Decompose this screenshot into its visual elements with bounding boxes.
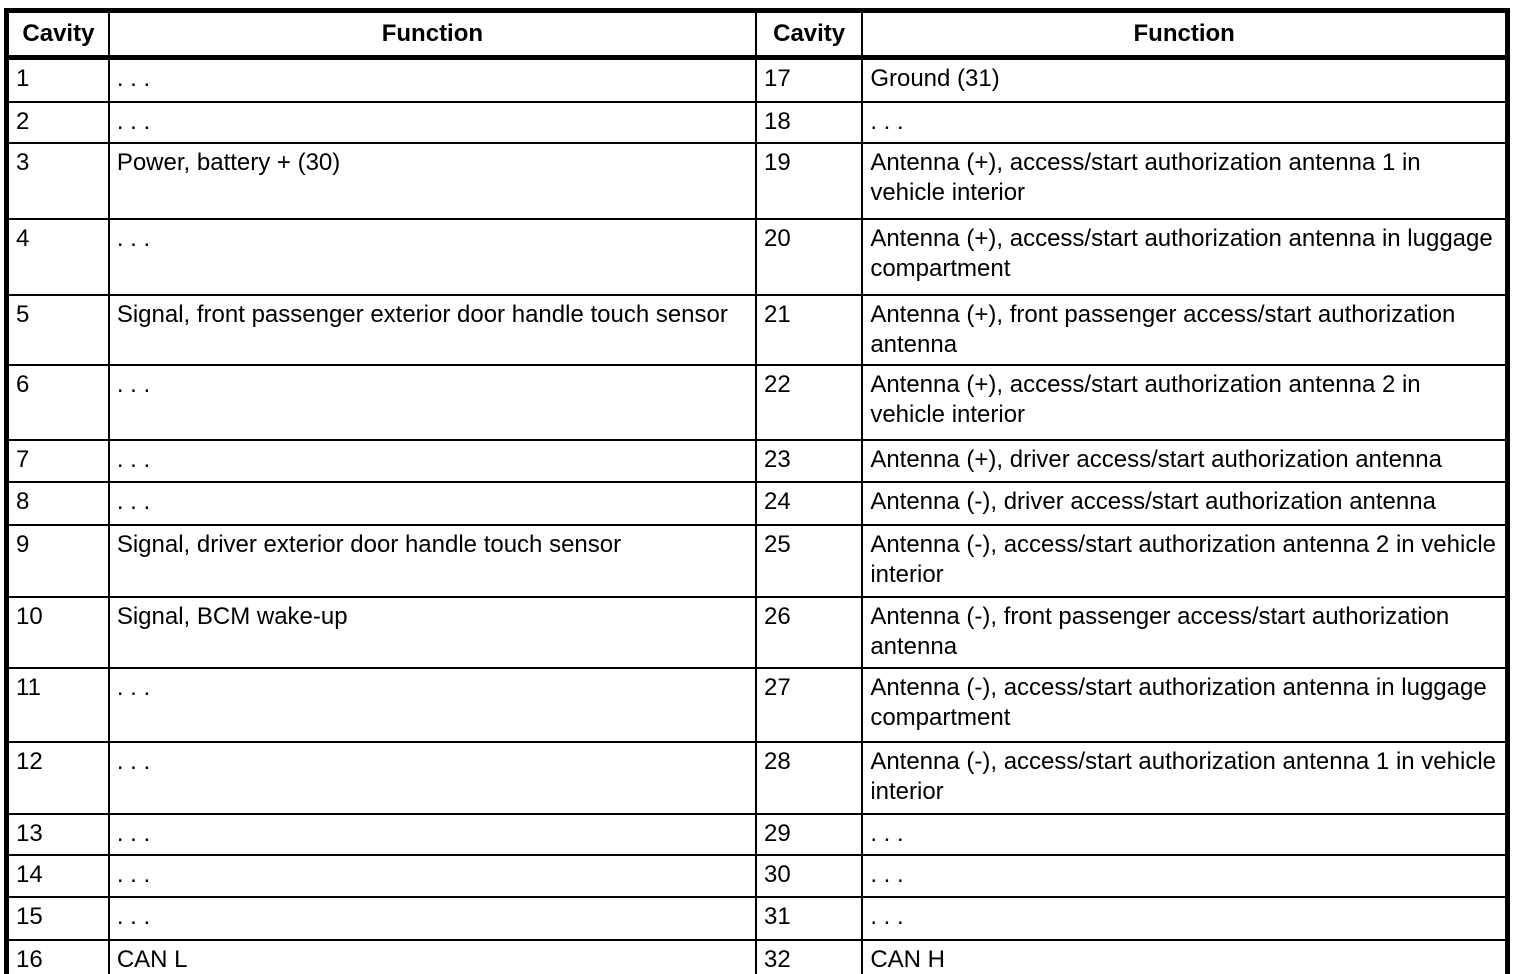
- function-cell-right: CAN H: [861, 938, 1509, 974]
- cavity-cell-right: 21: [754, 293, 864, 366]
- cavity-cell-left: 5: [5, 293, 110, 366]
- cavity-cell-right: 20: [754, 217, 864, 296]
- cavity-cell-right: 25: [754, 523, 864, 598]
- cavity-cell-right: 26: [754, 595, 864, 669]
- function-cell-left: . . .: [107, 100, 757, 144]
- function-cell-left: . . .: [107, 217, 757, 296]
- table-row: 16 CAN L 32 CAN H: [5, 938, 1509, 974]
- column-header-cavity-left: Cavity: [5, 9, 110, 60]
- function-cell-left: . . .: [107, 666, 757, 743]
- table-header: Cavity Function Cavity Function: [5, 9, 1509, 60]
- function-cell-left: . . .: [107, 740, 757, 815]
- table-row: 11. . . 27 Antenna (-), access/start autho…: [5, 666, 1509, 743]
- cavity-cell-left: 8: [5, 480, 110, 526]
- table-row: 13. . . 29. . .: [5, 812, 1509, 856]
- function-cell-left: Power, battery + (30): [107, 141, 757, 220]
- cavity-cell-left: 15: [5, 895, 110, 941]
- pinout-table: Cavity Function Cavity Function 1. . . 17…: [4, 8, 1510, 974]
- function-cell-right: Antenna (-), access/start authorization …: [861, 523, 1509, 598]
- cavity-cell-left: 2: [5, 100, 110, 144]
- table-body: 1. . . 17 Ground (31) 2. . . 18. . . 3 Power, …: [5, 56, 1509, 974]
- table-row: 2. . . 18. . .: [5, 100, 1509, 144]
- function-cell-left: . . .: [107, 438, 757, 483]
- function-cell-left: . . .: [107, 363, 757, 441]
- function-cell-right: . . .: [861, 812, 1509, 856]
- function-cell-left: Signal, driver exterior door handle touc…: [107, 523, 757, 598]
- table-row: 5 Signal, front passenger exterior door h…: [5, 293, 1509, 366]
- cavity-cell-left: 12: [5, 740, 110, 815]
- cavity-cell-left: 16: [5, 938, 110, 974]
- header-row: Cavity Function Cavity Function: [5, 9, 1509, 60]
- cavity-cell-right: 32: [754, 938, 864, 974]
- function-cell-right: Antenna (+), driver access/start authori…: [861, 438, 1509, 483]
- function-cell-left: Signal, BCM wake-up: [107, 595, 757, 669]
- cavity-cell-left: 3: [5, 141, 110, 220]
- column-header-cavity-right: Cavity: [754, 9, 864, 60]
- table-row: 1. . . 17 Ground (31): [5, 56, 1509, 103]
- cavity-cell-left: 10: [5, 595, 110, 669]
- table-row: 3 Power, battery + (30) 19 Antenna (+), acc…: [5, 141, 1509, 220]
- table-row: 4. . . 20 Antenna (+), access/start author…: [5, 217, 1509, 296]
- function-cell-right: Antenna (+), access/start authorization …: [861, 363, 1509, 441]
- function-cell-left: . . .: [107, 895, 757, 941]
- cavity-cell-left: 4: [5, 217, 110, 296]
- function-cell-right: Antenna (-), front passenger access/star…: [861, 595, 1509, 669]
- cavity-cell-right: 30: [754, 853, 864, 898]
- cavity-cell-right: 18: [754, 100, 864, 144]
- cavity-cell-right: 23: [754, 438, 864, 483]
- cavity-cell-right: 19: [754, 141, 864, 220]
- cavity-cell-right: 17: [754, 56, 864, 103]
- function-cell-left: . . .: [107, 56, 757, 103]
- function-cell-left: . . .: [107, 812, 757, 856]
- function-cell-left: CAN L: [107, 938, 757, 974]
- table-row: 14. . . 30. . .: [5, 853, 1509, 898]
- table-row: 8. . . 24 Antenna (-), driver access/start…: [5, 480, 1509, 526]
- cavity-cell-left: 7: [5, 438, 110, 483]
- cavity-cell-right: 22: [754, 363, 864, 441]
- function-cell-left: Signal, front passenger exterior door ha…: [107, 293, 757, 366]
- table-row: 15. . . 31. . .: [5, 895, 1509, 941]
- cavity-cell-right: 27: [754, 666, 864, 743]
- function-cell-right: . . .: [861, 895, 1509, 941]
- column-header-function-right: Function: [861, 9, 1509, 60]
- cavity-cell-left: 11: [5, 666, 110, 743]
- cavity-cell-left: 14: [5, 853, 110, 898]
- function-cell-left: . . .: [107, 853, 757, 898]
- cavity-cell-right: 31: [754, 895, 864, 941]
- cavity-cell-left: 9: [5, 523, 110, 598]
- function-cell-right: Antenna (+), front passenger access/star…: [861, 293, 1509, 366]
- function-cell-right: Antenna (-), access/start authorization …: [861, 740, 1509, 815]
- function-cell-right: Antenna (+), access/start authorization …: [861, 217, 1509, 296]
- function-cell-right: Ground (31): [861, 56, 1509, 103]
- table-row: 7. . . 23 Antenna (+), driver access/start…: [5, 438, 1509, 483]
- table-row: 10 Signal, BCM wake-up 26 Antenna (-), fron…: [5, 595, 1509, 669]
- function-cell-left: . . .: [107, 480, 757, 526]
- cavity-cell-left: 6: [5, 363, 110, 441]
- table-row: 9 Signal, driver exterior door handle tou…: [5, 523, 1509, 598]
- cavity-cell-right: 24: [754, 480, 864, 526]
- function-cell-right: . . .: [861, 853, 1509, 898]
- function-cell-right: Antenna (-), access/start authorization …: [861, 666, 1509, 743]
- cavity-cell-right: 28: [754, 740, 864, 815]
- function-cell-right: Antenna (-), driver access/start authori…: [861, 480, 1509, 526]
- table-row: 6. . . 22 Antenna (+), access/start author…: [5, 363, 1509, 441]
- function-cell-right: . . .: [861, 100, 1509, 144]
- cavity-cell-left: 13: [5, 812, 110, 856]
- function-cell-right: Antenna (+), access/start authorization …: [861, 141, 1509, 220]
- cavity-cell-left: 1: [5, 56, 110, 103]
- column-header-function-left: Function: [107, 9, 757, 60]
- table-row: 12. . . 28 Antenna (-), access/start autho…: [5, 740, 1509, 815]
- cavity-cell-right: 29: [754, 812, 864, 856]
